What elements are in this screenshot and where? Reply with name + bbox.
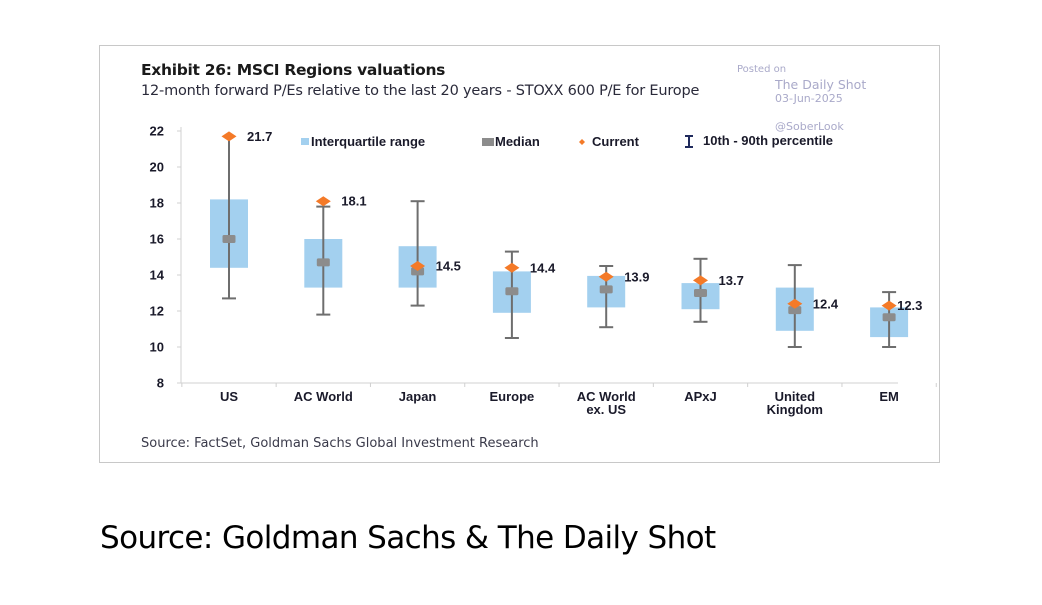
- watermark-site: The Daily Shot: [775, 77, 867, 92]
- current-value-label: 13.9: [624, 269, 649, 284]
- current-marker: [693, 275, 708, 286]
- y-tick-label: 8: [157, 376, 164, 391]
- y-tick-label: 18: [150, 196, 164, 211]
- chart-source-note: Source: FactSet, Goldman Sachs Global In…: [141, 436, 539, 451]
- y-tick-label: 20: [150, 160, 164, 175]
- current-marker: [504, 262, 520, 273]
- x-category-label: United: [775, 389, 816, 404]
- chart-title: Exhibit 26: MSCI Regions valuations: [141, 61, 446, 79]
- current-value-label: 13.7: [719, 273, 744, 288]
- median-marker: [882, 313, 896, 322]
- page-source-caption: Source: Goldman Sachs & The Daily Shot: [100, 520, 716, 556]
- y-tick-label: 14: [150, 268, 165, 283]
- median-marker: [599, 285, 613, 294]
- watermark-handle: @SoberLook: [775, 120, 844, 133]
- x-category-label: AC World: [294, 389, 353, 404]
- legend-iqr-swatch: [301, 138, 309, 145]
- current-marker: [315, 196, 331, 207]
- x-category-label: ex. US: [586, 402, 626, 417]
- watermark-date: 03-Jun-2025: [775, 92, 843, 105]
- legend-current-label: Current: [592, 134, 640, 149]
- current-value-label: 12.3: [897, 298, 922, 313]
- y-tick-label: 22: [150, 124, 164, 139]
- median-marker: [788, 306, 802, 315]
- x-category-label: EM: [879, 389, 899, 404]
- current-value-label: 12.4: [813, 296, 839, 311]
- legend-whisker-label: 10th - 90th percentile: [703, 133, 833, 148]
- median-marker: [411, 267, 425, 276]
- x-category-label: US: [220, 389, 238, 404]
- y-tick-label: 12: [150, 304, 164, 319]
- chart-subtitle: 12-month forward P/Es relative to the la…: [141, 83, 700, 99]
- current-marker: [221, 131, 237, 142]
- current-marker: [410, 261, 426, 271]
- watermark-posted-on: Posted on: [737, 64, 787, 75]
- y-tick-label: 10: [150, 340, 164, 355]
- legend-median-label: Median: [495, 134, 540, 149]
- current-marker: [787, 298, 803, 309]
- legend-current-swatch: [579, 139, 585, 145]
- x-category-label: AC World: [577, 389, 636, 404]
- x-category-label: Europe: [490, 389, 535, 404]
- median-marker: [222, 235, 236, 243]
- current-value-label: 14.4: [530, 260, 556, 275]
- current-marker: [598, 271, 614, 282]
- legend-median-swatch: [482, 138, 494, 146]
- current-value-label: 18.1: [341, 194, 366, 209]
- y-tick-label: 16: [150, 232, 164, 247]
- legend-iqr-label: Interquartile range: [311, 134, 425, 149]
- current-value-label: 14.5: [436, 259, 461, 274]
- median-marker: [316, 258, 330, 267]
- current-marker: [881, 300, 897, 311]
- x-category-label: APxJ: [684, 389, 717, 404]
- x-category-label: Kingdom: [767, 402, 823, 417]
- x-category-label: Japan: [399, 389, 437, 404]
- median-marker: [505, 287, 519, 296]
- current-value-label: 21.7: [247, 129, 272, 144]
- median-marker: [694, 289, 707, 297]
